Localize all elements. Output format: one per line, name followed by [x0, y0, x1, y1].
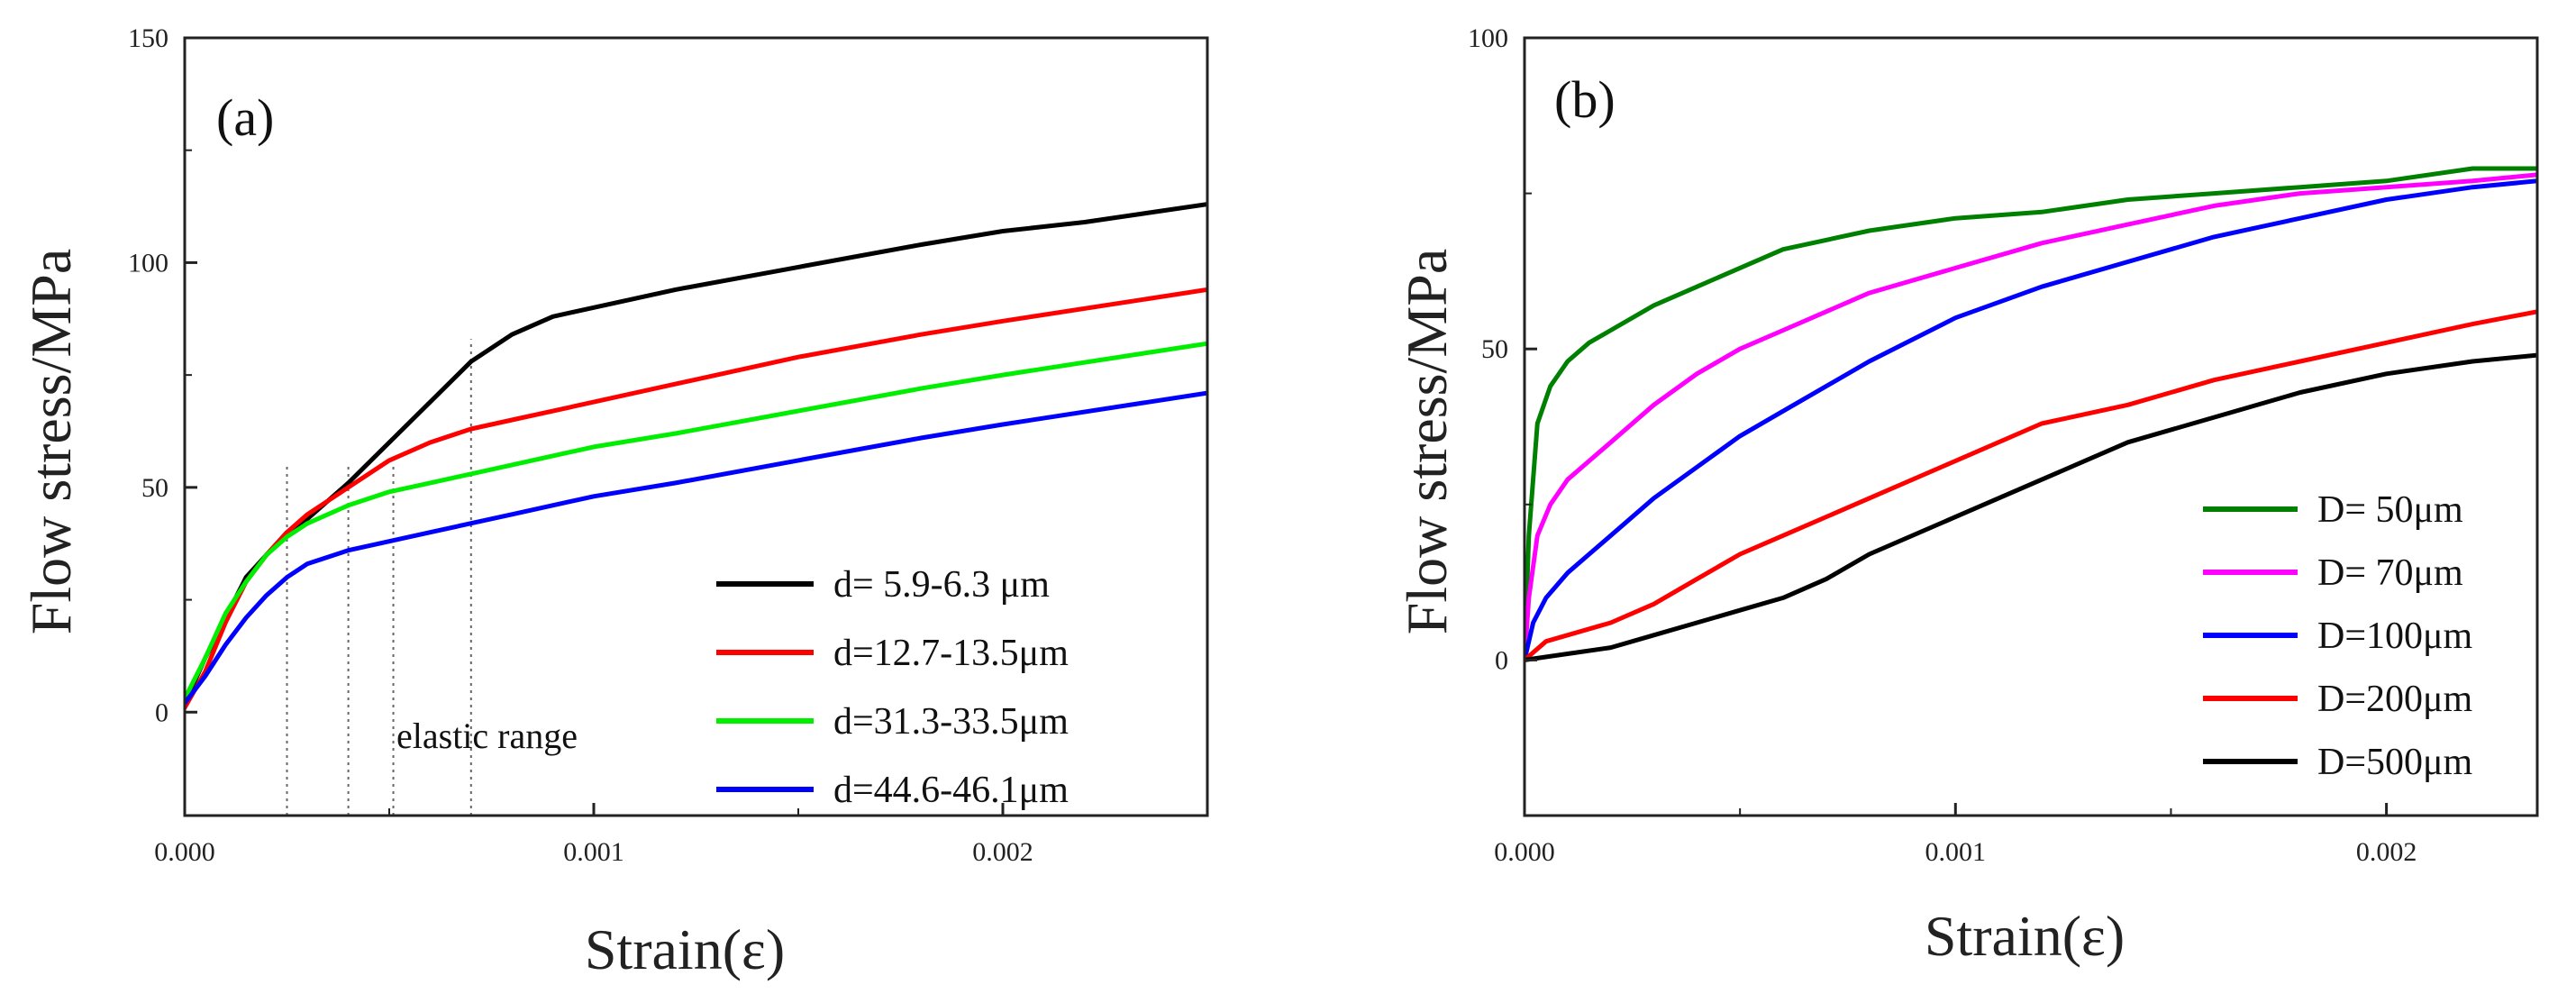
annotation-elastic-range: elastic range — [396, 716, 578, 756]
series-line-a-3 — [185, 390, 1207, 706]
x-axis-title-b: Strain(ε) — [1925, 904, 2125, 968]
y-axis-title-b: Flow stress/MPa — [1395, 249, 1459, 635]
legend-label-b-1: D= 70μm — [2317, 552, 2463, 594]
series-line-b-2 — [1525, 178, 2537, 662]
legend-label-a-0: d= 5.9-6.3 μm — [833, 564, 1050, 606]
y-axis-title-a: Flow stress/MPa — [19, 249, 83, 635]
x-axis-title-a: Strain(ε) — [585, 917, 785, 981]
series-line-b-3 — [1525, 309, 2537, 662]
y-tick-label-b: 50 — [1481, 334, 1508, 364]
y-tick-label-a: 0 — [155, 698, 168, 727]
series-line-a-0 — [185, 202, 1207, 706]
y-tick-label-b: 0 — [1495, 645, 1508, 675]
series-line-b-0 — [1525, 166, 2537, 662]
legend-label-a-3: d=44.6-46.1μm — [833, 770, 1069, 811]
panel-label-a: (a) — [216, 88, 274, 147]
legend-label-b-2: D=100μm — [2317, 615, 2473, 657]
plot-area-a: 0.000 0.001 0.002 0 50 100 150 (a) elastic range… — [128, 23, 1209, 867]
x-tick-label-b: 0.000 — [1494, 837, 1555, 867]
x-tick-label-a: 0.000 — [154, 837, 215, 867]
plot-frame-a — [183, 36, 1209, 817]
y-tick-label-a: 100 — [128, 248, 168, 278]
legend-label-b-3: D=200μm — [2317, 679, 2473, 720]
chart-panel-a: Flow stress/MPa Strain(ε) 0.000 0.001 0.00… — [19, 23, 1209, 981]
series-line-b-4 — [1525, 352, 2537, 662]
chart-panel-b: Flow stress/MPa Strain(ε) 0.000 0.001 0.00… — [1395, 23, 2539, 968]
y-tick-label-a: 150 — [128, 23, 168, 53]
legend-label-b-4: D=500μm — [2317, 742, 2473, 783]
x-tick-label-b: 0.001 — [1925, 837, 1987, 867]
series-line-b-1 — [1525, 172, 2537, 662]
legend-label-a-2: d=31.3-33.5μm — [833, 701, 1069, 743]
plot-area-b: 0.000 0.001 0.002 0 50 100 (b) D= 50μm D= 70μm D=… — [1468, 23, 2539, 867]
panel-label-b: (b) — [1554, 70, 1616, 129]
legend-label-a-1: d=12.7-13.5μm — [833, 633, 1069, 674]
x-tick-label-a: 0.001 — [563, 837, 624, 867]
legend-label-b-0: D= 50μm — [2317, 489, 2463, 531]
x-tick-label-a: 0.002 — [972, 837, 1033, 867]
plot-frame-b — [1523, 36, 2539, 817]
y-tick-label-b: 100 — [1468, 23, 1508, 53]
series-line-a-2 — [185, 341, 1207, 701]
y-tick-label-a: 50 — [141, 473, 168, 503]
x-tick-label-b: 0.002 — [2356, 837, 2417, 867]
